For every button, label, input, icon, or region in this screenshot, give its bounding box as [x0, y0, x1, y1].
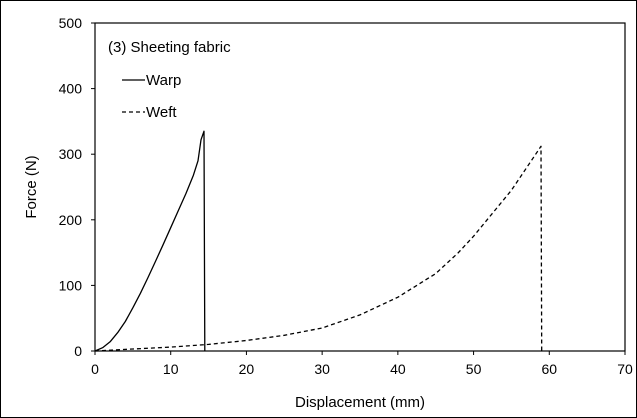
legend: Warp Weft [122, 72, 181, 121]
legend-weft-label: Weft [146, 104, 177, 121]
y-axis-title: Force (N) [23, 155, 40, 218]
axes [94, 22, 626, 352]
legend-warp-label: Warp [146, 72, 181, 89]
y-tick-label: 500 [59, 15, 83, 31]
x-tick-label: 10 [163, 361, 179, 377]
x-tick-label: 50 [466, 361, 482, 377]
y-tick-label: 300 [59, 146, 83, 162]
x-tick-label: 0 [91, 361, 99, 377]
series-line-weft [94, 145, 543, 352]
x-tick-label: 20 [239, 361, 255, 377]
x-tick-label: 70 [617, 361, 633, 377]
y-tick-label: 200 [59, 212, 83, 228]
x-tick-label: 30 [314, 361, 330, 377]
x-tick-label: 40 [390, 361, 406, 377]
x-tick-label: 60 [541, 361, 557, 377]
y-tick-label: 400 [59, 81, 83, 97]
series-line-warp [94, 130, 206, 352]
series-group [94, 130, 543, 352]
ticks: 0 10 20 30 40 50 60 70 0 100 200 300 400 500 [59, 15, 633, 377]
plot-area [94, 22, 626, 352]
chart-annotation: (3) Sheeting fabric [108, 39, 231, 56]
y-tick-label: 100 [59, 277, 83, 293]
x-axis-title: Displacement (mm) [295, 394, 425, 411]
y-tick-label: 0 [74, 343, 82, 359]
